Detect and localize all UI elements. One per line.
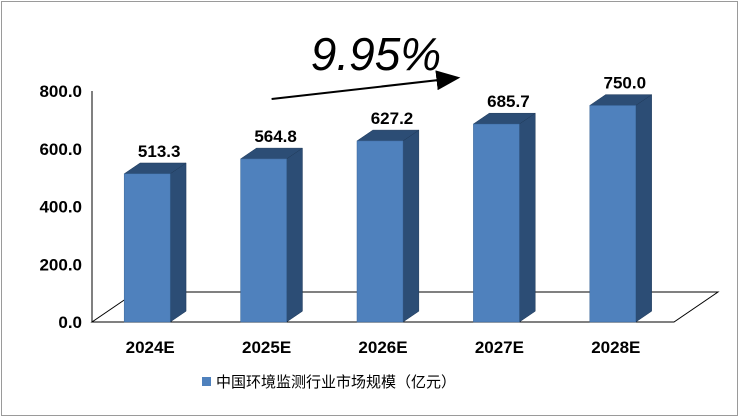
bar-front-face [356,140,404,323]
x-tick-label: 2027E [475,338,524,357]
data-label: 627.2 [371,109,414,128]
x-tick-label: 2028E [591,338,640,357]
data-label: 513.3 [138,142,181,161]
growth-rate-label: 9.95% [311,28,441,80]
x-tick-label: 2025E [242,338,291,357]
bar-front-face [240,158,287,323]
bar-front-face [123,173,171,323]
bar-side-face [169,162,187,323]
data-label: 685.7 [487,92,530,111]
bar-side-face [402,129,420,323]
bar-side-face [635,94,652,323]
legend: 中国环境监测行业市场规模（亿元） [202,373,456,391]
bar [588,94,653,323]
y-tick-label: 800.0 [39,82,82,101]
x-tick-label: 2026E [358,338,407,357]
data-label: 564.8 [254,127,297,146]
bar [239,147,304,323]
data-label: 750.0 [604,73,647,92]
legend-swatch [202,377,211,386]
y-tick-label: 200.0 [39,255,82,274]
y-tick-label: 600.0 [39,140,82,159]
bar [123,162,187,323]
growth-arrow [271,70,461,100]
bar-front-face [473,123,520,323]
bar [472,112,537,323]
legend-label: 中国环境监测行业市场规模（亿元） [216,373,456,391]
y-tick-label: 0.0 [58,313,82,332]
x-tick-label: 2024E [126,338,175,357]
bar-side-face [519,112,536,323]
y-tick-label: 400.0 [39,198,82,217]
bar-side-face [286,147,303,323]
bar [356,129,420,323]
bar-front-face [589,105,637,323]
